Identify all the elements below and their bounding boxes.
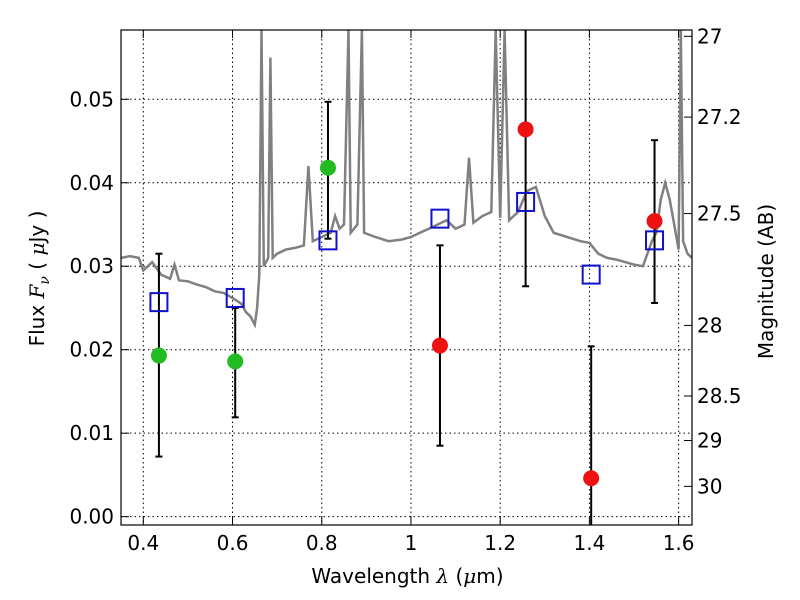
model-point <box>645 230 665 251</box>
x-tick-label: 0.8 <box>306 531 338 555</box>
model-point <box>581 264 601 285</box>
model-point <box>149 292 169 313</box>
x-tick-label: 1.6 <box>663 531 695 555</box>
model-point <box>225 287 245 308</box>
model-point <box>318 230 338 251</box>
x-tick-label: 0.4 <box>127 531 159 555</box>
axis-ticks: 0.4 0.6 0.8 1 1.2 1.4 1.6 0.00 0.01 0.02 0.03 0.04 0… <box>69 24 741 555</box>
model-point <box>430 208 450 229</box>
y-tick-label: 0.00 <box>69 505 114 529</box>
x-tick-label: 1.2 <box>484 531 516 555</box>
right-tick-label: 30 <box>697 474 722 498</box>
y-tick-label: 0.01 <box>69 421 114 445</box>
grid <box>121 30 692 525</box>
data-point <box>646 213 663 230</box>
x-tick-label: 0.6 <box>217 531 249 555</box>
x-tick-label: 1.4 <box>573 531 605 555</box>
right-tick-label: 27 <box>697 24 722 48</box>
x-tick-label: 1 <box>405 531 418 555</box>
data-markers <box>149 121 665 487</box>
spectrum-series <box>121 30 692 329</box>
right-tick-label: 27.5 <box>697 202 742 226</box>
plot-frame <box>120 29 693 526</box>
y-tick-label: 0.03 <box>69 254 114 278</box>
y-tick-label: 0.02 <box>69 338 114 362</box>
right-tick-label: 27.2 <box>697 105 742 129</box>
data-point <box>227 353 244 370</box>
y-axis-title: Flux Fν ( μJy ) <box>25 211 53 347</box>
y-tick-label: 0.05 <box>69 87 114 111</box>
spectrum-line <box>121 30 692 329</box>
data-point <box>150 347 167 364</box>
right-tick-label: 28.5 <box>697 384 742 408</box>
right-tick-label: 28 <box>697 313 722 337</box>
right-tick-label: 29 <box>697 429 722 453</box>
data-point <box>583 470 600 487</box>
data-point <box>319 159 336 176</box>
model-point <box>516 191 536 212</box>
x-axis-title: Wavelength λ (μm) <box>311 564 503 588</box>
right-y-axis-title: Magnitude (AB) <box>754 204 778 359</box>
data-point <box>431 337 448 354</box>
y-tick-label: 0.04 <box>69 171 114 195</box>
data-point <box>517 121 534 138</box>
